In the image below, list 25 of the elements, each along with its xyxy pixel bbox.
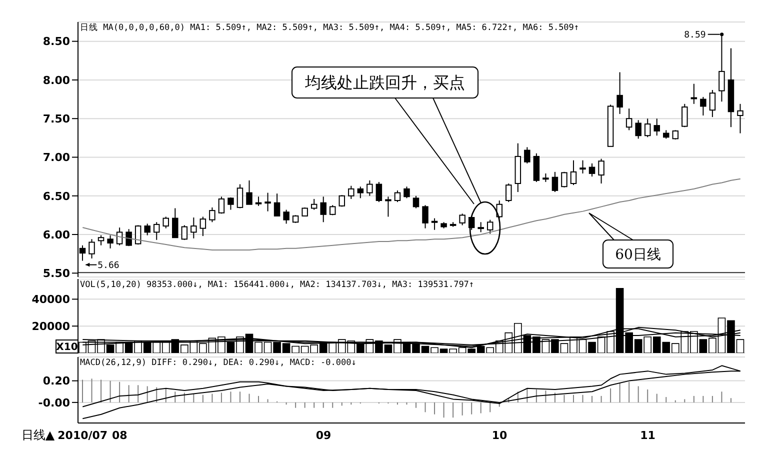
- annotation: 8.59: [684, 30, 706, 40]
- text: X10: [56, 342, 78, 353]
- x-tick-label: 11: [640, 428, 656, 442]
- y-tick-label: 40000: [32, 293, 70, 306]
- chart-title: VOL(5,10,20) 98353.000↓, MA1: 156441.000↓, MA2: 134137.703↓, MA3: 139531.797↑: [80, 280, 474, 290]
- y-tick-label: 8.00: [42, 74, 70, 87]
- y-tick-label: 6.00: [42, 228, 70, 242]
- chart-title: MACD(26,12,9) DIFF: 0.290↓, DEA: 0.290↓, MACD: -0.000↓: [80, 358, 356, 368]
- y-tick-label: 5.50: [42, 267, 70, 280]
- x-tick-label: 08: [112, 428, 128, 442]
- annotation: 均线处止跌回升，买点: [304, 73, 465, 92]
- text: 日线▲: [21, 428, 56, 442]
- y-tick-label: -0.00: [38, 396, 70, 410]
- y-tick-label: 6.50: [42, 190, 70, 203]
- chart-title: 日线 MA(0,0,0,0,60,0) MA1: 5.509↑, MA2: 5.509↑, MA3: 5.509↑, MA4: 5.509↑, MA5: 6.722↑, MA6: 5.509↑: [80, 22, 580, 34]
- x-tick-label: 09: [316, 428, 332, 442]
- x-tick-label: 10: [492, 428, 508, 442]
- x-tick-label: 2010/07: [58, 428, 108, 442]
- annotation: 5.66: [98, 260, 120, 271]
- y-tick-label: 7.00: [42, 151, 70, 164]
- y-tick-label: 0.20: [42, 374, 70, 388]
- y-tick-label: 20000: [32, 320, 70, 333]
- y-tick-label: 8.50: [42, 35, 70, 48]
- annotation: 60日线: [615, 247, 661, 263]
- y-tick-label: 7.50: [42, 112, 70, 126]
